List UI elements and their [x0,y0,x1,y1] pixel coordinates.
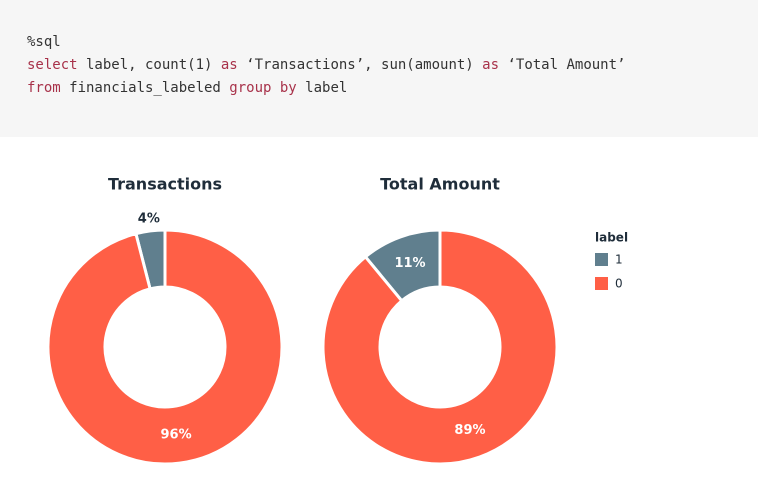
code-token: select [27,57,78,73]
legend-label: 1 [615,253,623,267]
legend-title: label [595,231,628,245]
data-label: 4% [138,212,160,227]
legend-swatch [595,277,608,290]
code-token: as [221,57,238,73]
code-token: ‘Transactions’, sun(amount) [238,57,482,73]
code-token: ‘Total Amount’ [499,57,625,73]
pie-slice [321,228,559,466]
code-token: financials_labeled [61,80,230,96]
code-token: group by [229,80,296,96]
data-label: 11% [394,256,425,271]
chart-title: Transactions [108,175,222,194]
chart-title: Total Amount [380,175,500,194]
data-label: 96% [161,427,192,442]
data-label: 89% [454,423,485,438]
code-token: %sql [27,34,61,50]
code-token: from [27,80,61,96]
code-line: select label, count(1) as ‘Transactions’… [27,57,625,73]
code-line: from financials_labeled group by label [27,80,347,96]
code-token: label, count(1) [78,57,221,73]
code-token: as [482,57,499,73]
code-background [0,0,758,137]
legend-swatch [595,253,608,266]
code-line: %sql [27,34,61,50]
pie-slice [46,228,284,466]
legend-label: 0 [615,277,623,291]
code-token: label [297,80,348,96]
